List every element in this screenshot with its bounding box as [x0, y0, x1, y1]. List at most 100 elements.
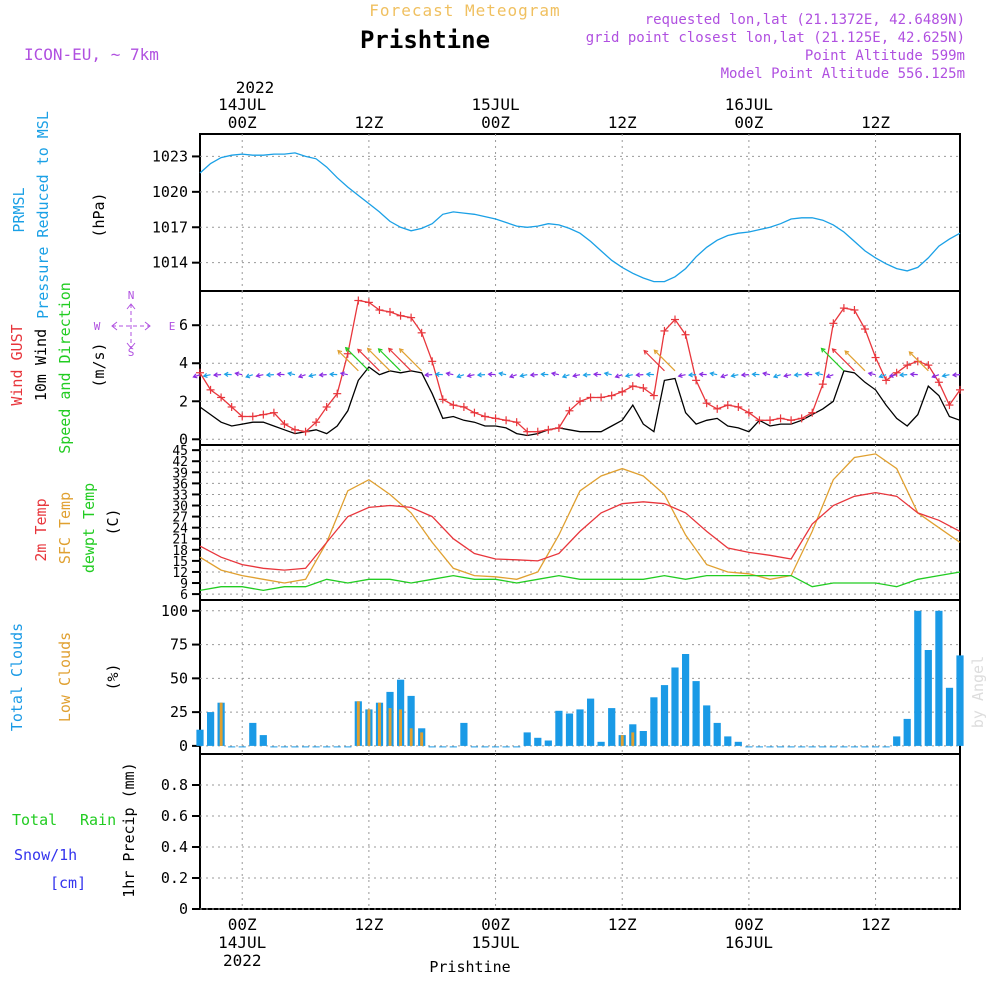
cloud-labels: Total Clouds Low Clouds (%) — [8, 623, 122, 731]
wind-direction-arrowhead — [844, 350, 850, 356]
bottom-day-label: 16JUL — [725, 933, 773, 952]
wind-direction-arrowhead — [908, 351, 914, 356]
compass-s: S — [128, 346, 135, 359]
wind-direction-arrowhead — [740, 372, 746, 378]
temp-tick-label: 39 — [172, 466, 188, 481]
wind-direction-arrowhead — [192, 373, 198, 379]
wind-direction-arrowhead — [582, 372, 588, 378]
wind-series — [192, 296, 964, 437]
wind-direction-arrowhead — [287, 371, 293, 377]
sfc-temp-label: SFC Temp — [56, 492, 74, 564]
point-altitude: Point Altitude 599m — [805, 48, 965, 64]
wind-direction-arrowhead — [212, 372, 218, 378]
snow-label: Snow/1h — [14, 846, 77, 864]
wind-direction-arrow — [378, 348, 401, 372]
t2m-line — [199, 491, 961, 571]
wind-direction-arrowhead — [720, 373, 726, 379]
pressure-tick-label: 1020 — [152, 183, 188, 201]
watermark: by Angel — [969, 656, 987, 728]
wind-direction-arrowhead — [899, 372, 905, 378]
total-cloud-bar — [703, 705, 711, 746]
bottom-year-label: 2022 — [223, 951, 262, 970]
wind-direction-arrowhead — [337, 349, 343, 355]
compass-icon: N S W E — [94, 289, 176, 359]
grid-point-coords: grid point closest lon,lat (21.125E, 42.… — [586, 30, 965, 46]
low-cloud-bar — [378, 702, 381, 746]
rain-label-b: Rain — [80, 811, 116, 829]
wind-direction-arrowhead — [456, 373, 462, 379]
wind-direction-arrowhead — [624, 372, 630, 378]
clouds-tick-label: 25 — [170, 703, 188, 721]
bottom-day-label: 14JUL — [218, 933, 266, 952]
pressure-tick-label: 1023 — [152, 147, 188, 165]
precip-labels: Total Rain Snow/1h [cm] 1hr Precip (mm) — [12, 762, 138, 897]
pressure-line — [199, 152, 961, 283]
wind-direction-arrowhead — [297, 373, 304, 379]
wind-direction-arrowhead — [344, 346, 350, 352]
wind-direction-arrowhead — [434, 371, 440, 377]
total-cloud-bar — [924, 650, 932, 746]
wind-direction-arrowhead — [540, 371, 546, 377]
wind-direction-arrow — [345, 347, 370, 372]
top-hour-label: 00Z — [228, 113, 257, 132]
wind-direction-arrow — [399, 348, 423, 372]
wind-direction-arrowhead — [751, 371, 757, 377]
top-hour-label: 12Z — [608, 113, 637, 132]
total-cloud-bar — [935, 610, 943, 746]
wind-unit-label: (m/s) — [90, 342, 108, 387]
bottom-day-label: 15JUL — [471, 933, 519, 952]
total-cloud-bar — [207, 712, 215, 746]
temp-tick-label: 6 — [180, 588, 188, 603]
clouds-tick-label: 75 — [170, 636, 188, 654]
wind-direction-arrowhead — [550, 371, 556, 377]
snow-unit-label: [cm] — [50, 874, 86, 892]
bottom-hour-label: 00Z — [481, 915, 510, 934]
precip-tick-label: 0.2 — [161, 869, 188, 887]
wind-tick-label: 0 — [179, 430, 188, 448]
clouds-tick-label: 0 — [179, 737, 188, 755]
wind-direction-arrowhead — [357, 348, 362, 354]
dewpt-line — [199, 571, 961, 592]
wind-direction-arrow — [832, 348, 855, 372]
total-cloud-bar — [945, 687, 954, 746]
temp-tick-label: 36 — [172, 477, 188, 492]
location-title: Prishtine — [360, 26, 490, 54]
pressure-labels: PRMSL Pressure Reduced to MSL (hPa) — [10, 111, 108, 319]
wind-tick-label: 4 — [179, 354, 188, 372]
wind-direction-arrowhead — [509, 373, 515, 379]
wind-direction-arrowhead — [498, 371, 504, 377]
wind-labels: Wind GUST 10m Wind Speed and Direction (… — [8, 282, 175, 454]
wind-direction-arrowhead — [398, 348, 404, 353]
wind-direction-arrowhead — [793, 372, 799, 378]
temp-unit-label: (C) — [104, 508, 122, 535]
compass-w: W — [94, 320, 101, 333]
wind-direction-arrowhead — [709, 371, 715, 377]
wind-direction-arrowhead — [466, 372, 472, 378]
wind-tick-label: 6 — [179, 316, 188, 334]
temp-tick-label: 18 — [172, 544, 188, 559]
precip-tick-label: 0.8 — [161, 776, 188, 794]
total-cloud-bar — [407, 695, 415, 746]
bottom-hour-label: 12Z — [354, 915, 383, 934]
top-day-label: 15JUL — [471, 95, 519, 114]
rain-label-a: Total — [12, 811, 57, 829]
wind-direction-arrow — [643, 350, 665, 372]
wind-direction-arrowhead — [831, 348, 837, 353]
low-cloud-bar — [420, 732, 424, 746]
total-cloud-bar — [914, 610, 922, 746]
wind-direction-arrowhead — [643, 349, 649, 355]
wind-direction-arrowhead — [698, 371, 704, 377]
top-hour-label: 12Z — [354, 113, 383, 132]
total-cloud-bar — [893, 736, 901, 746]
wind-direction-arrowhead — [445, 371, 451, 377]
wind-direction-arrowhead — [878, 373, 884, 379]
temp-tick-label: 45 — [172, 444, 188, 459]
top-hour-label: 00Z — [481, 113, 510, 132]
temp-series — [199, 453, 961, 592]
wind-direction-arrow — [908, 351, 929, 372]
temp-tick-label: 24 — [172, 522, 188, 537]
total-cloud-bar — [639, 731, 647, 746]
total-cloud-bar — [671, 667, 679, 746]
wind-direction-arrowhead — [909, 371, 915, 377]
